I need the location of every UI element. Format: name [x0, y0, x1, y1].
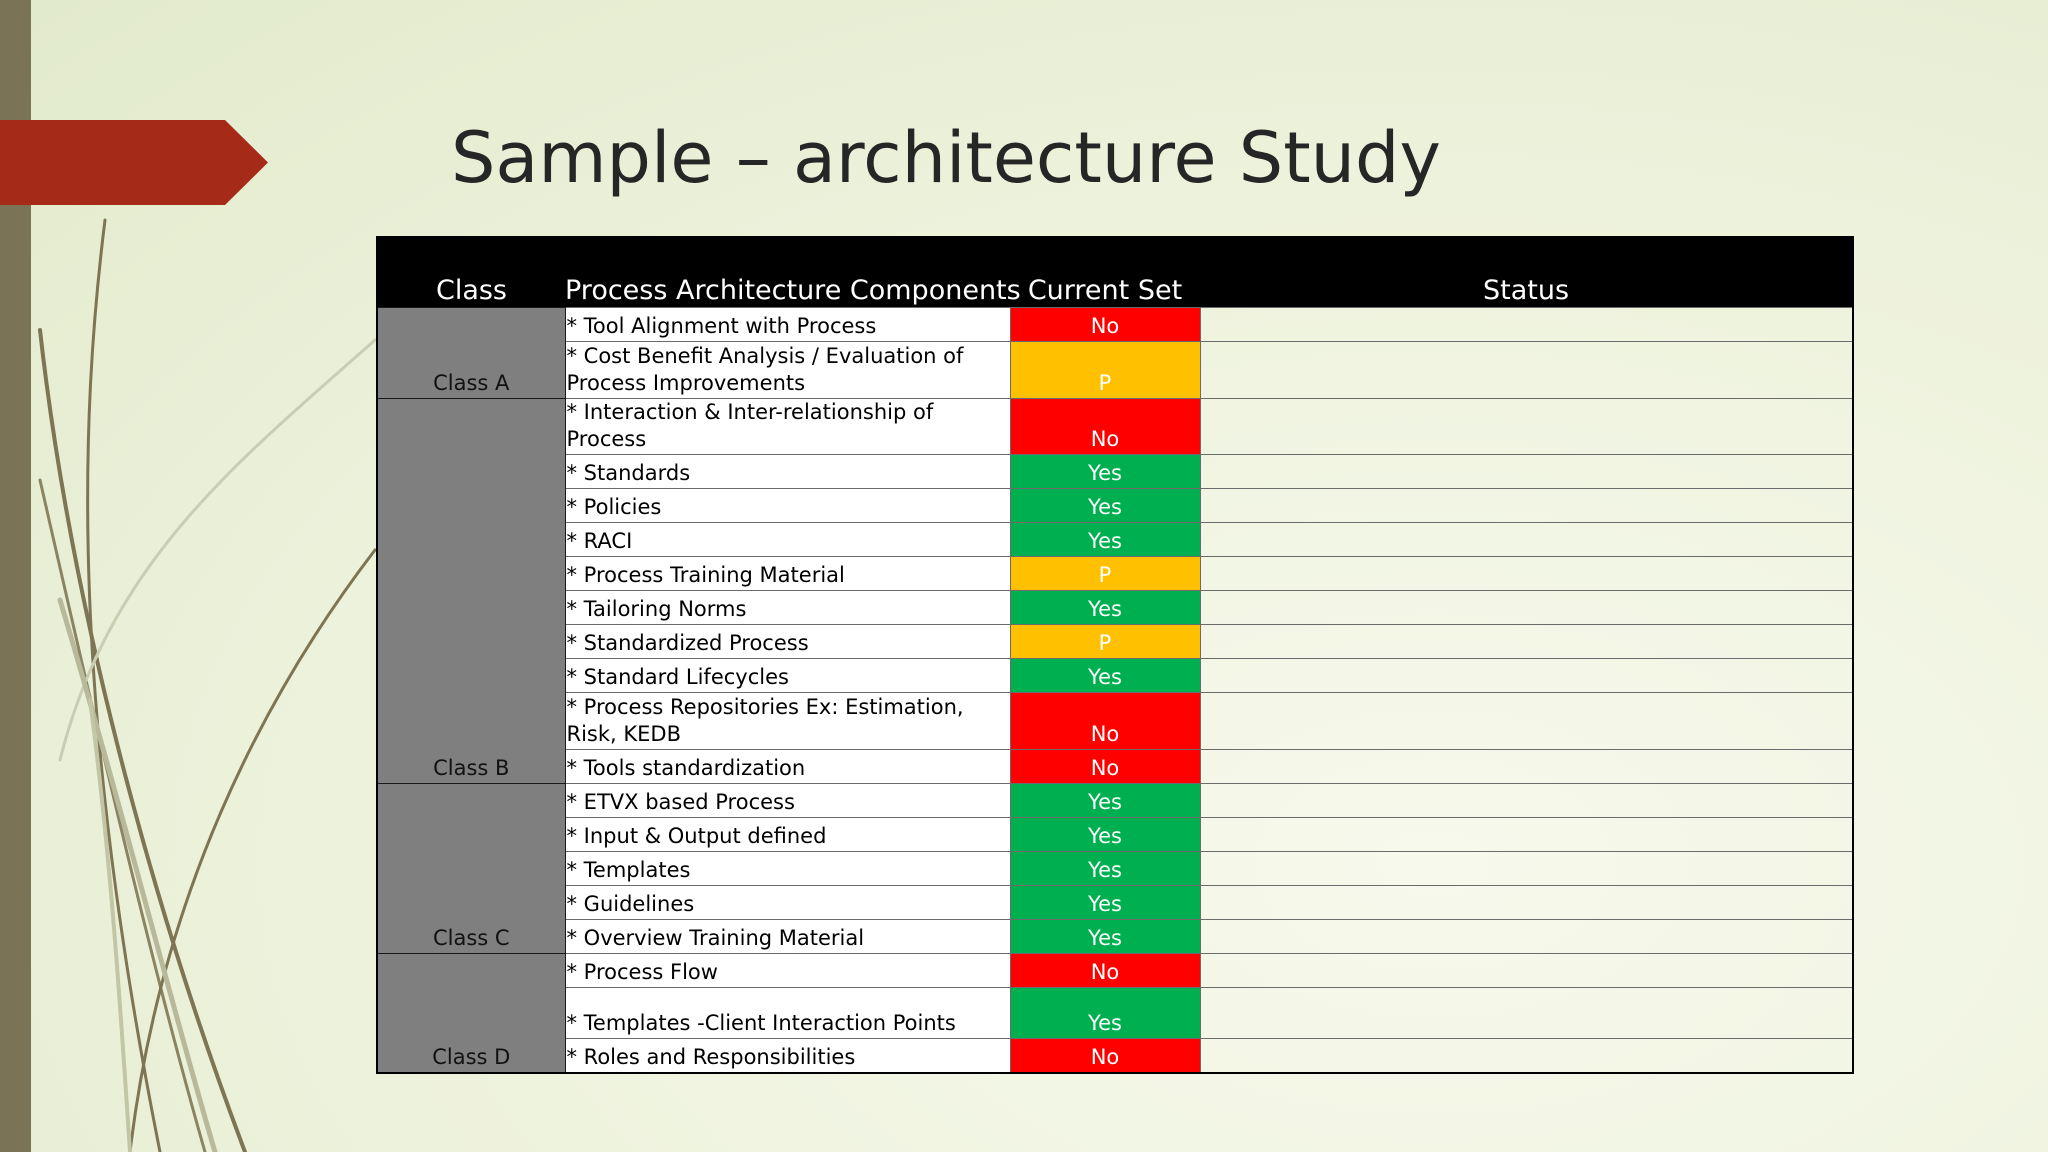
- current-set-cell: No: [1009, 1038, 1201, 1074]
- current-set-cell: No: [1009, 307, 1201, 342]
- current-set-cell: Yes: [1009, 919, 1201, 954]
- status-cell: [1199, 341, 1854, 399]
- header-current-set: Current Set: [1010, 237, 1200, 308]
- table-row: * Standards Yes: [377, 454, 1854, 489]
- status-cell: [1199, 987, 1854, 1039]
- table-row: * Guidelines Yes: [377, 885, 1854, 920]
- current-set-cell: No: [1009, 398, 1201, 455]
- status-cell: [1199, 749, 1854, 784]
- table-row: * Cost Benefit Analysis / Evaluation of …: [377, 341, 1854, 399]
- status-cell: [1199, 817, 1854, 852]
- header-class: Class: [377, 237, 565, 308]
- status-cell: [1199, 851, 1854, 886]
- component-cell: * Process Flow: [564, 953, 1011, 988]
- current-set-cell: Yes: [1009, 987, 1201, 1039]
- current-set-cell: No: [1009, 692, 1201, 750]
- component-cell: * Templates -Client Interaction Points: [564, 987, 1011, 1039]
- component-cell: * Tool Alignment with Process: [564, 307, 1011, 342]
- component-cell: * Process Repositories Ex: Estimation, R…: [564, 692, 1011, 750]
- table-row: * Process Training Material P: [377, 556, 1854, 591]
- header-component: Process Architecture Components: [565, 237, 1021, 308]
- class-cell: Class A: [376, 307, 566, 399]
- table-row: Class A * Tool Alignment with Process No: [376, 307, 1854, 399]
- status-cell: [1199, 522, 1854, 557]
- component-cell: * Input & Output defined: [564, 817, 1011, 852]
- status-cell: [1199, 307, 1854, 342]
- status-cell: [1199, 1038, 1854, 1074]
- component-cell: * Tailoring Norms: [564, 590, 1011, 625]
- component-cell: * Roles and Responsibilities: [564, 1038, 1011, 1074]
- class-cell: Class B: [376, 398, 566, 784]
- current-set-cell: P: [1009, 556, 1201, 591]
- status-cell: [1199, 783, 1854, 818]
- component-cell: * Standard Lifecycles: [564, 658, 1011, 693]
- table-row: * Policies Yes: [377, 488, 1854, 523]
- current-set-cell: Yes: [1009, 851, 1201, 886]
- current-set-cell: No: [1009, 953, 1201, 988]
- current-set-cell: Yes: [1009, 817, 1201, 852]
- current-set-cell: Yes: [1009, 658, 1201, 693]
- table-row: * Input & Output defined Yes: [377, 817, 1854, 852]
- current-set-cell: Yes: [1009, 488, 1201, 523]
- class-cell: Class C: [376, 783, 566, 954]
- component-cell: * Interaction & Inter-relationship of Pr…: [564, 398, 1011, 455]
- table-row: * Templates Yes: [377, 851, 1854, 886]
- component-cell: * Cost Benefit Analysis / Evaluation of …: [564, 341, 1011, 399]
- table-row: * Process Repositories Ex: Estimation, R…: [377, 692, 1854, 750]
- status-cell: [1199, 624, 1854, 659]
- decorative-swirl-lines: [38, 218, 377, 1152]
- component-cell: * Tools standardization: [564, 749, 1011, 784]
- current-set-cell: Yes: [1009, 783, 1201, 818]
- status-cell: [1199, 919, 1854, 954]
- table-row: * Templates -Client Interaction Points Y…: [377, 987, 1854, 1039]
- table-row: Class D * Process Flow No: [376, 953, 1854, 1074]
- status-cell: [1199, 454, 1854, 489]
- component-cell: * Policies: [564, 488, 1011, 523]
- current-set-cell: P: [1009, 624, 1201, 659]
- current-set-cell: Yes: [1009, 522, 1201, 557]
- status-cell: [1199, 885, 1854, 920]
- component-cell: * Guidelines: [564, 885, 1011, 920]
- current-set-cell: Yes: [1009, 590, 1201, 625]
- current-set-cell: No: [1009, 749, 1201, 784]
- table-header-row: Class Process Architecture Components Cu…: [377, 237, 1853, 308]
- table-row: * Standard Lifecycles Yes: [377, 658, 1854, 693]
- component-cell: * ETVX based Process: [564, 783, 1011, 818]
- status-cell: [1199, 398, 1854, 455]
- table-row: * Roles and Responsibilities No: [377, 1038, 1854, 1074]
- current-set-cell: Yes: [1009, 885, 1201, 920]
- table-row: * Standardized Process P: [377, 624, 1854, 659]
- class-cell: Class D: [376, 953, 566, 1074]
- table-row: Class C * ETVX based Process Yes: [376, 783, 1854, 954]
- architecture-study-table: Class Process Architecture Components Cu…: [376, 236, 1854, 1074]
- current-set-cell: Yes: [1009, 454, 1201, 489]
- table-row: * RACI Yes: [377, 522, 1854, 557]
- component-cell: * Process Training Material: [564, 556, 1011, 591]
- header-status: Status: [1200, 237, 1853, 308]
- status-cell: [1199, 590, 1854, 625]
- table-row: * Overview Training Material Yes: [377, 919, 1854, 954]
- component-cell: * Standards: [564, 454, 1011, 489]
- status-cell: [1199, 953, 1854, 988]
- component-cell: * RACI: [564, 522, 1011, 557]
- component-cell: * Overview Training Material: [564, 919, 1011, 954]
- slide-title: Sample – architecture Study: [451, 117, 1441, 199]
- status-cell: [1199, 556, 1854, 591]
- component-cell: * Standardized Process: [564, 624, 1011, 659]
- table-row: Class B * Interaction & Inter-relationsh…: [376, 398, 1854, 784]
- status-cell: [1199, 488, 1854, 523]
- status-cell: [1199, 658, 1854, 693]
- status-cell: [1199, 692, 1854, 750]
- table-row: * Tailoring Norms Yes: [377, 590, 1854, 625]
- current-set-cell: P: [1009, 341, 1201, 399]
- component-cell: * Templates: [564, 851, 1011, 886]
- title-accent-pentagon: [0, 120, 268, 205]
- table-row: * Tools standardization No: [377, 749, 1854, 784]
